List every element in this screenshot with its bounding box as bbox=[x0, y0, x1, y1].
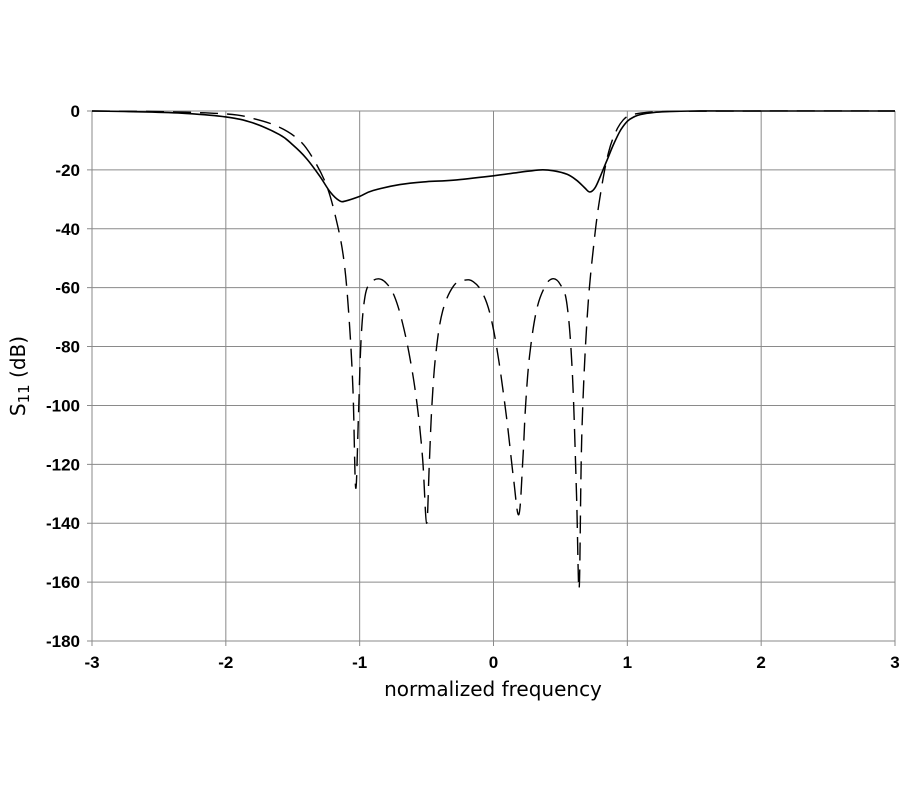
x-axis-title: normalized frequency bbox=[384, 677, 602, 701]
y-tick-label: -180 bbox=[46, 632, 80, 651]
y-tick-label: -60 bbox=[55, 279, 80, 298]
y-tick-label: -80 bbox=[55, 338, 80, 357]
y-axis-tick-labels: 0 -20 -40 -60 -80 -100 -120 -140 -160 -180 bbox=[46, 102, 80, 651]
y-tick-label: -160 bbox=[46, 573, 80, 592]
y-axis-title-unit: (dB) bbox=[6, 336, 30, 384]
y-axis-title: S11 (dB) bbox=[6, 336, 33, 416]
plot-area bbox=[91, 110, 896, 590]
x-tick-label: -1 bbox=[352, 653, 367, 672]
x-tick-label: 3 bbox=[890, 653, 899, 672]
y-tick-label: -20 bbox=[55, 161, 80, 180]
x-axis-tick-labels: -3 -2 -1 0 1 2 3 bbox=[84, 653, 899, 672]
series-dashed-line bbox=[91, 110, 896, 590]
x-tick-label: -2 bbox=[218, 653, 233, 672]
y-tick-label: 0 bbox=[71, 102, 80, 121]
y-axis-title-main: S bbox=[6, 403, 30, 416]
x-tick-label: 0 bbox=[489, 653, 498, 672]
y-tick-label: -140 bbox=[46, 514, 80, 533]
y-axis-title-subscript: 11 bbox=[15, 384, 33, 403]
grid-lines bbox=[87, 110, 896, 646]
y-tick-label: -120 bbox=[46, 455, 80, 474]
y-tick-label: -40 bbox=[55, 220, 80, 239]
series-solid-line bbox=[91, 110, 895, 203]
y-tick-label: -100 bbox=[46, 396, 80, 415]
x-tick-label: 2 bbox=[756, 653, 765, 672]
x-tick-label: -3 bbox=[84, 653, 99, 672]
x-tick-label: 1 bbox=[623, 653, 632, 672]
